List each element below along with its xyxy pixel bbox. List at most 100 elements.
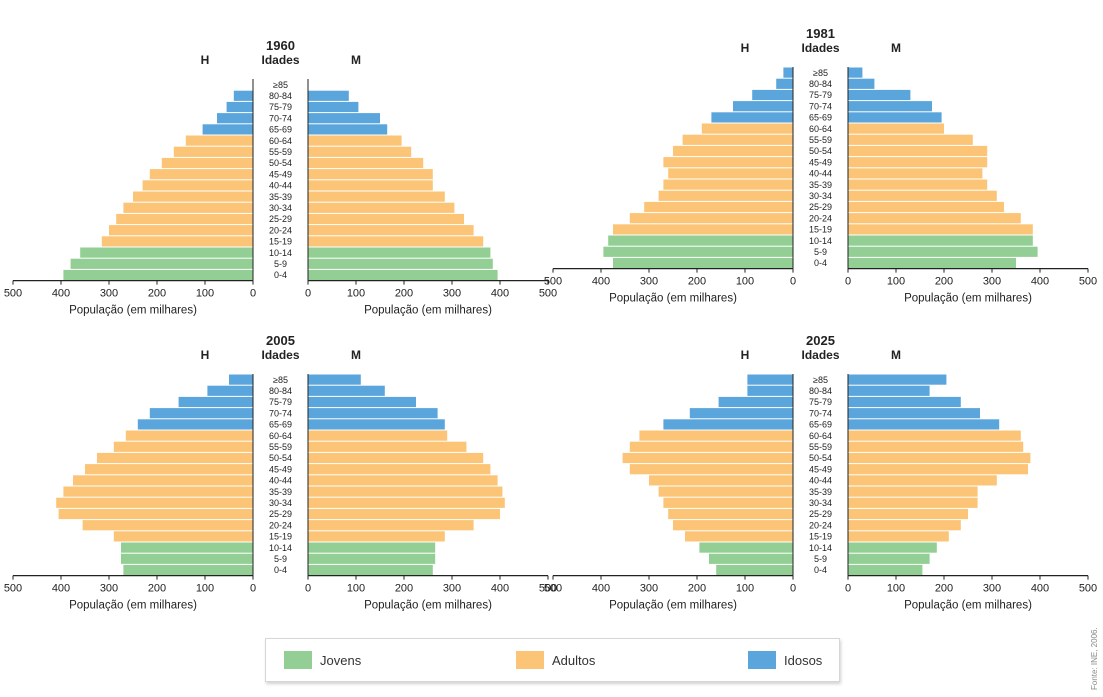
- bar-men: [97, 452, 253, 464]
- bar-women: [308, 213, 464, 225]
- bar-women: [308, 180, 433, 191]
- x-tick-label: 500: [539, 583, 557, 595]
- bar-men: [113, 531, 253, 542]
- bar-women: [308, 135, 402, 146]
- age-tick-label: 5-9: [274, 554, 287, 564]
- x-tick-label: 200: [395, 583, 413, 595]
- x-tick-label: 0: [250, 288, 256, 300]
- bar-women: [308, 408, 438, 419]
- bar-women: [308, 90, 349, 101]
- bar-women: [848, 542, 937, 553]
- men-label: H: [201, 348, 210, 362]
- bar-men: [658, 486, 793, 497]
- age-tick-label: 30-34: [809, 191, 832, 201]
- bar-men: [716, 564, 793, 576]
- age-tick-label: 40-44: [809, 169, 832, 179]
- bar-men: [776, 78, 793, 89]
- age-tick-label: 55-59: [269, 442, 292, 452]
- bar-women: [848, 179, 988, 190]
- men-label: H: [741, 41, 750, 55]
- bar-men: [233, 90, 253, 101]
- x-tick-label: 300: [640, 583, 658, 595]
- age-tick-label: 30-34: [809, 498, 832, 508]
- legend-label-adultos: Adultos: [552, 652, 596, 668]
- x-tick-label: 300: [983, 276, 1001, 288]
- bar-men: [123, 564, 254, 576]
- age-tick-label: 0-4: [814, 258, 827, 268]
- pyramid-title: 1981: [806, 26, 835, 41]
- bar-women: [848, 101, 932, 112]
- x-tick-label: 0: [845, 583, 851, 595]
- legend-label-jovens: Jovens: [320, 652, 362, 668]
- age-axis-title: Idades: [801, 41, 839, 55]
- bar-men: [113, 441, 253, 452]
- age-tick-label: 15-19: [269, 532, 292, 542]
- bar-women: [848, 157, 988, 168]
- age-tick-label: 25-29: [269, 214, 292, 224]
- age-tick-label: 35-39: [269, 192, 292, 202]
- bar-women: [848, 408, 980, 419]
- age-tick-label: 40-44: [269, 181, 292, 191]
- age-axis-title: Idades: [261, 53, 299, 67]
- x-tick-label: 100: [196, 288, 214, 300]
- x-tick-label: 500: [1079, 583, 1097, 595]
- bar-women: [848, 508, 968, 520]
- women-label: M: [891, 348, 901, 362]
- bar-women: [308, 430, 448, 441]
- x-tick-label: 100: [347, 288, 365, 300]
- bar-women: [848, 520, 961, 531]
- bar-women: [308, 225, 474, 236]
- age-tick-label: 80-84: [269, 91, 292, 101]
- bar-men: [73, 475, 253, 486]
- bar-men: [668, 508, 793, 520]
- bar-men: [711, 112, 793, 123]
- x-tick-label: 0: [305, 288, 311, 300]
- bar-women: [308, 124, 388, 135]
- bar-women: [848, 257, 1016, 269]
- bar-women: [308, 169, 433, 180]
- bar-men: [149, 408, 253, 419]
- men-label: H: [201, 53, 210, 67]
- bar-women: [848, 145, 988, 157]
- bar-men: [149, 169, 253, 180]
- age-tick-label: 45-49: [809, 157, 832, 167]
- age-tick-label: 15-19: [809, 225, 832, 235]
- x-tick-label: 300: [100, 583, 118, 595]
- women-label: M: [891, 41, 901, 55]
- bar-men: [699, 542, 793, 553]
- bar-men: [121, 553, 253, 564]
- age-tick-label: 10-14: [269, 543, 292, 553]
- bar-women: [848, 452, 1031, 464]
- bar-men: [80, 247, 253, 258]
- bar-women: [308, 269, 498, 281]
- bar-men: [207, 385, 253, 396]
- x-tick-label: 200: [395, 288, 413, 300]
- x-tick-label: 400: [491, 288, 509, 300]
- bar-men: [56, 497, 254, 508]
- bar-women: [848, 168, 983, 179]
- x-tick-label: 200: [688, 583, 706, 595]
- bar-men: [644, 201, 793, 213]
- age-tick-label: 50-54: [269, 453, 292, 463]
- bar-women: [308, 101, 359, 113]
- x-tick-label: 300: [640, 276, 658, 288]
- x-tick-label: 100: [196, 583, 214, 595]
- bar-men: [673, 520, 793, 531]
- age-tick-label: 60-64: [269, 431, 292, 441]
- age-tick-label: 50-54: [809, 453, 832, 463]
- bar-men: [663, 419, 793, 430]
- age-tick-label: 5-9: [814, 247, 827, 257]
- age-tick-label: 15-19: [269, 237, 292, 247]
- bar-men: [682, 134, 793, 145]
- bar-women: [848, 497, 978, 508]
- bar-women: [848, 531, 949, 542]
- bar-men: [226, 101, 253, 113]
- age-axis-title: Idades: [801, 348, 839, 362]
- age-tick-label: 30-34: [269, 203, 292, 213]
- bar-men: [217, 113, 253, 124]
- x-axis-label-men: População (em milhares): [609, 293, 737, 305]
- bar-women: [308, 531, 445, 542]
